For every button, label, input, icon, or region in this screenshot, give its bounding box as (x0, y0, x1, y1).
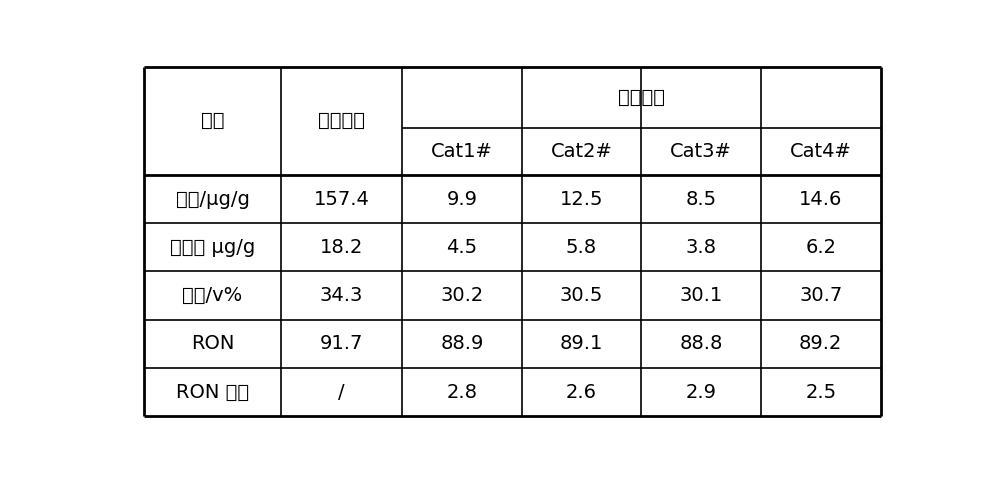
Text: Cat4#: Cat4# (790, 142, 852, 161)
Text: 6.2: 6.2 (805, 238, 836, 257)
Text: 硫醇硫 μg/g: 硫醇硫 μg/g (170, 238, 255, 257)
Text: 30.7: 30.7 (799, 286, 842, 305)
Text: 30.2: 30.2 (440, 286, 484, 305)
Text: 汽油原料: 汽油原料 (318, 111, 365, 130)
Text: 9.9: 9.9 (446, 190, 477, 208)
Text: 4.5: 4.5 (446, 238, 477, 257)
Text: 88.9: 88.9 (440, 334, 484, 353)
Text: RON 损失: RON 损失 (176, 382, 249, 402)
Text: 2.8: 2.8 (446, 382, 477, 402)
Text: Cat3#: Cat3# (670, 142, 732, 161)
Text: 3.8: 3.8 (686, 238, 717, 257)
Text: 汽油产品: 汽油产品 (618, 87, 665, 107)
Text: 157.4: 157.4 (313, 190, 369, 208)
Text: 30.1: 30.1 (680, 286, 723, 305)
Text: 88.8: 88.8 (679, 334, 723, 353)
Text: 总硫/μg/g: 总硫/μg/g (176, 190, 249, 208)
Text: 89.1: 89.1 (560, 334, 603, 353)
Text: 89.2: 89.2 (799, 334, 842, 353)
Text: 14.6: 14.6 (799, 190, 842, 208)
Text: 12.5: 12.5 (560, 190, 603, 208)
Text: Cat1#: Cat1# (431, 142, 493, 161)
Text: 项目: 项目 (201, 111, 224, 130)
Text: RON: RON (191, 334, 234, 353)
Text: 91.7: 91.7 (320, 334, 363, 353)
Text: 2.5: 2.5 (805, 382, 836, 402)
Text: 2.9: 2.9 (686, 382, 717, 402)
Text: Cat2#: Cat2# (551, 142, 612, 161)
Text: 18.2: 18.2 (320, 238, 363, 257)
Text: 8.5: 8.5 (686, 190, 717, 208)
Text: 烯烃/v%: 烯烃/v% (182, 286, 243, 305)
Text: /: / (338, 382, 345, 402)
Text: 5.8: 5.8 (566, 238, 597, 257)
Text: 34.3: 34.3 (320, 286, 363, 305)
Text: 2.6: 2.6 (566, 382, 597, 402)
Text: 30.5: 30.5 (560, 286, 603, 305)
